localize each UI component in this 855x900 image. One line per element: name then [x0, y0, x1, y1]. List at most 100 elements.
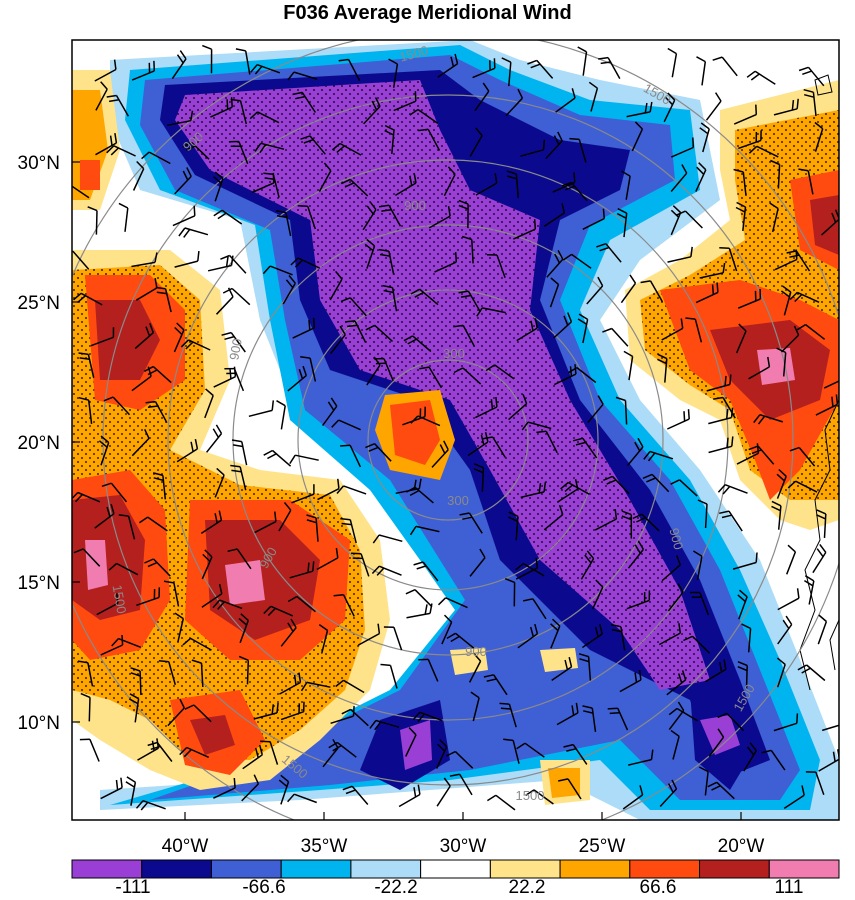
wind-barb-feather [374, 97, 381, 107]
wind-barb-feather [586, 550, 595, 560]
wind-barb-feather [336, 485, 345, 494]
wind-barb-feather [603, 475, 613, 481]
wind-barb-feather [780, 290, 790, 298]
colorbar-swatch [629, 859, 701, 879]
wind-barb-feather [798, 66, 809, 72]
range-ring-label: 900 [226, 337, 245, 361]
wind-barb-feather [366, 238, 376, 247]
wind-barb-shaft [708, 445, 732, 454]
wind-barb-feather [327, 401, 335, 411]
range-ring [297, 289, 599, 591]
wind-barb-feather [120, 777, 123, 788]
wind-barb-feather [530, 63, 541, 69]
wind-barb-shaft [280, 710, 304, 721]
wind-barb-feather [377, 623, 381, 634]
wind-barb-shaft [173, 329, 185, 353]
wind-barb-feather [376, 567, 385, 576]
wind-barb-shaft [591, 708, 597, 732]
wind-barb-feather [197, 251, 200, 262]
wind-barb-feather [717, 728, 725, 738]
wind-barb-feather [640, 280, 651, 284]
wind-barb-shaft [200, 663, 204, 688]
wind-barb-feather [499, 702, 510, 705]
wind-barb-shaft [756, 145, 779, 158]
wind-barb-feather [254, 142, 262, 152]
wind-barb-feather [383, 289, 394, 294]
wind-barb-shaft [406, 612, 431, 619]
wind-barb-feather [523, 598, 534, 602]
wind-barb-shaft [329, 278, 343, 301]
wind-barb-feather [407, 338, 417, 345]
wind-barb-feather [147, 561, 158, 568]
wind-barb-feather [595, 579, 604, 588]
wind-barb-feather [413, 561, 424, 566]
wind-barb-feather [113, 59, 117, 70]
wind-barb-shaft [431, 449, 449, 468]
wind-barb-shaft [782, 352, 787, 377]
wind-barb-feather [675, 210, 686, 216]
wind-barb-feather [700, 122, 710, 130]
wind-barb-feather [218, 583, 223, 594]
wind-barb-shaft [745, 665, 748, 690]
wind-barb-feather [184, 704, 195, 710]
wind-barb-shaft [219, 599, 243, 610]
wind-barb-shaft [543, 212, 565, 227]
wind-barb-feather [179, 698, 185, 709]
wind-barb-feather [804, 575, 815, 582]
wind-barb-shaft [343, 679, 365, 694]
wind-barb-shaft [820, 218, 839, 236]
wind-barb-feather [220, 254, 230, 260]
wind-barb-shaft [587, 656, 592, 681]
wind-barb-shaft [100, 787, 123, 800]
wind-barb-feather [722, 262, 726, 274]
wind-barb-shaft [728, 247, 738, 272]
wind-barb-feather [621, 515, 632, 521]
wind-barb-feather [372, 534, 380, 544]
wind-barb-feather [345, 789, 356, 795]
wind-barb-shaft [684, 210, 703, 229]
wind-barb-feather [571, 705, 575, 716]
wind-barb-shaft [580, 558, 595, 580]
wind-barb-feather [801, 667, 811, 674]
wind-barb-feather [671, 779, 678, 790]
wind-barb-feather [787, 544, 796, 553]
wind-barb-shaft [173, 582, 180, 607]
wind-barb-feather [677, 583, 684, 593]
wind-barb-shaft [670, 212, 682, 236]
wind-barb-feather [600, 61, 611, 65]
wind-barb-feather [755, 104, 758, 115]
wind-barb-feather [453, 324, 464, 328]
wind-barb-feather [607, 707, 618, 710]
wind-barb-feather [378, 204, 390, 208]
wind-barb-feather [154, 277, 158, 289]
wind-barb-feather [144, 365, 154, 372]
wind-barb-shaft [462, 325, 476, 347]
wind-barb-shaft [475, 182, 498, 196]
wind-barb-shaft [495, 794, 516, 811]
wind-barb-shaft [100, 644, 123, 656]
wind-barb-feather [331, 419, 340, 428]
wind-barb-shaft [207, 264, 232, 272]
wind-barb-feather [303, 138, 314, 144]
wind-barb-shaft [374, 324, 394, 342]
wind-barb-feather [437, 597, 447, 606]
wind-barb-shaft [279, 681, 301, 695]
wind-barb-shaft [468, 512, 483, 534]
wind-barb-feather [609, 712, 620, 715]
wind-barb-shaft [508, 62, 512, 87]
wind-barb-feather [106, 506, 111, 517]
wind-barb-shaft [471, 239, 474, 264]
wind-barb-feather [616, 212, 627, 219]
wind-barb-shaft [176, 448, 198, 463]
wind-barb-shaft [94, 68, 117, 82]
wind-barb-feather [178, 227, 186, 237]
wind-barb-shaft [777, 164, 781, 189]
wind-barb-feather [737, 594, 746, 603]
wind-barb-shaft [716, 781, 735, 800]
wind-barb-feather [644, 102, 648, 114]
wind-barb-feather [563, 743, 574, 748]
wind-barb-feather [410, 288, 421, 295]
wind-barb-feather [186, 167, 192, 177]
wind-barb-feather [534, 623, 539, 634]
wind-barb-shaft [777, 597, 800, 611]
